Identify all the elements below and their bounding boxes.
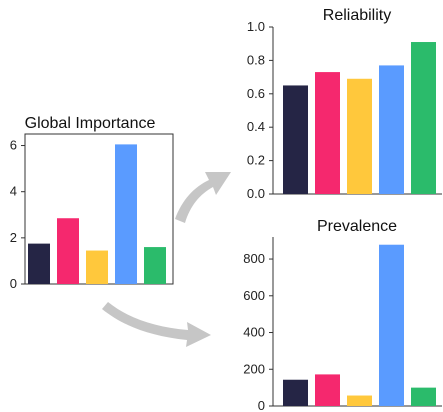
arrow-to-reliability-icon xyxy=(175,172,231,223)
global-importance-bar-1 xyxy=(28,243,50,284)
reliability-ytick-label: 0.8 xyxy=(247,52,265,67)
prevalence-ytick-label: 800 xyxy=(243,251,265,266)
global-importance-bar-5 xyxy=(144,247,166,284)
reliability-ytick-label: 1.0 xyxy=(247,19,265,34)
reliability-ytick-label: 0.2 xyxy=(247,153,265,168)
prevalence-bar-2 xyxy=(315,374,340,406)
reliability-ytick-label: 0.4 xyxy=(247,119,265,134)
arrow-to-prevalence-icon xyxy=(102,302,211,347)
reliability-chart: Reliability 0.0 0.2 0.4 0.6 0.8 1.0 xyxy=(247,7,442,201)
prevalence-chart: Prevalence 0 200 400 600 800 xyxy=(243,218,442,412)
reliability-bar-4 xyxy=(379,65,404,194)
prevalence-bar-5 xyxy=(411,387,436,406)
prevalence-title: Prevalence xyxy=(317,218,397,235)
arrows-layer xyxy=(102,172,231,347)
global-importance-chart: Global Importance 0 2 4 6 xyxy=(10,115,174,291)
prevalence-bar-1 xyxy=(283,379,308,406)
global-importance-ytick-label: 6 xyxy=(10,138,17,153)
reliability-bar-3 xyxy=(347,78,372,194)
global-importance-ytick-label: 0 xyxy=(10,276,17,291)
global-importance-ytick-label: 4 xyxy=(10,184,17,199)
prevalence-ytick-label: 200 xyxy=(243,361,265,376)
global-importance-bar-2 xyxy=(57,218,79,284)
prevalence-ytick-label: 400 xyxy=(243,325,265,340)
reliability-bar-5 xyxy=(411,42,436,194)
prevalence-bar-4 xyxy=(379,244,404,406)
prevalence-ytick-label: 600 xyxy=(243,288,265,303)
reliability-ytick-label: 0.0 xyxy=(247,186,265,201)
global-importance-bar-4 xyxy=(115,144,137,284)
global-importance-ytick-label: 2 xyxy=(10,230,17,245)
global-importance-bar-3 xyxy=(86,250,108,284)
prevalence-ytick-label: 0 xyxy=(258,398,265,412)
reliability-ytick-label: 0.6 xyxy=(247,86,265,101)
reliability-bar-1 xyxy=(283,85,308,194)
reliability-title: Reliability xyxy=(323,7,391,24)
global-importance-title: Global Importance xyxy=(25,115,156,132)
prevalence-bar-3 xyxy=(347,395,372,406)
reliability-bar-2 xyxy=(315,72,340,194)
